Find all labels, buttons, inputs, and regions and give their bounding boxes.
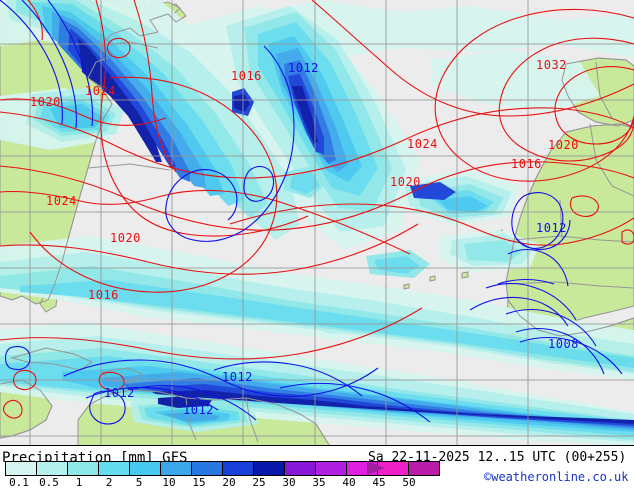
colorbar-swatch [409,462,439,475]
isobar-label: 1016 [231,69,262,83]
isobar-label: 1020 [110,231,141,245]
lat-lon-grid [0,0,634,445]
colorbar-swatch [254,462,285,475]
colorbar-tick-label: 10 [162,476,176,489]
isobars-low [0,0,623,425]
colorbar-swatch [161,462,192,475]
isobar-label: 1012 [183,403,214,417]
isobar-label: 1020 [30,95,61,109]
colorbar-tick-label: 50 [402,476,416,489]
isobar-label: 1008 [548,337,579,351]
isobar-label: 1024 [85,84,116,98]
colorbar-swatch [192,462,223,475]
colorbar-tick-label: 20 [222,476,236,489]
isobar-label: 1032 [536,58,567,72]
land-azores-2 [403,283,410,290]
colorbar-swatch [378,462,409,475]
land-madeira [461,271,469,279]
credit-link[interactable]: ©weatheronline.co.uk [484,470,629,484]
colorbar-tick-label: 35 [312,476,326,489]
colorbar-swatch [68,462,99,475]
isobar-label: 1016 [511,157,542,171]
colorbar-swatch [285,462,316,475]
colorbar-overflow-arrow [367,461,385,475]
colorbar-tick-label: 2 [105,476,113,489]
colorbar-swatch [130,462,161,475]
colorbar-tick-label: 5 [135,476,143,489]
land-azores-3 [429,275,436,282]
colorbar-tick-label: 40 [342,476,356,489]
isobar-label: 1012 [536,221,567,235]
precipitation-colorbar[interactable]: 0.1 0.5 1 2 5 10 15 20 25 30 35 40 45 50 [5,461,440,489]
colorbar-swatch [99,462,130,475]
colorbar-tick-label: 0.1 [9,476,29,489]
colorbar-swatch [316,462,347,475]
colorbar-tick-label: 15 [192,476,206,489]
colorbar-tick-label: 45 [372,476,386,489]
colorbar-swatch [6,462,37,475]
colorbar-tick-label: 1 [75,476,83,489]
isobar-label: 1024 [407,137,438,151]
isobar-label: 1020 [390,175,421,189]
colorbar-tick-label: 0.5 [39,476,59,489]
precipitation-map[interactable]: 1020 1024 1024 1020 1016 1016 1012 1032 … [0,0,634,446]
colorbar-tick-label: 30 [282,476,296,489]
map-canvas [0,0,634,445]
isobar-label: 1024 [46,194,77,208]
colorbar-swatch [223,462,254,475]
colorbar-swatch [37,462,68,475]
coastlines [0,13,634,445]
colorbar-swatches [5,461,440,476]
isobar-label: 1012 [104,386,135,400]
isobar-label: 1020 [548,138,579,152]
isobar-label: 1012 [288,61,319,75]
isobar-label: 1016 [88,288,119,302]
isobar-label: 1012 [222,370,253,384]
colorbar-tick-label: 25 [252,476,266,489]
